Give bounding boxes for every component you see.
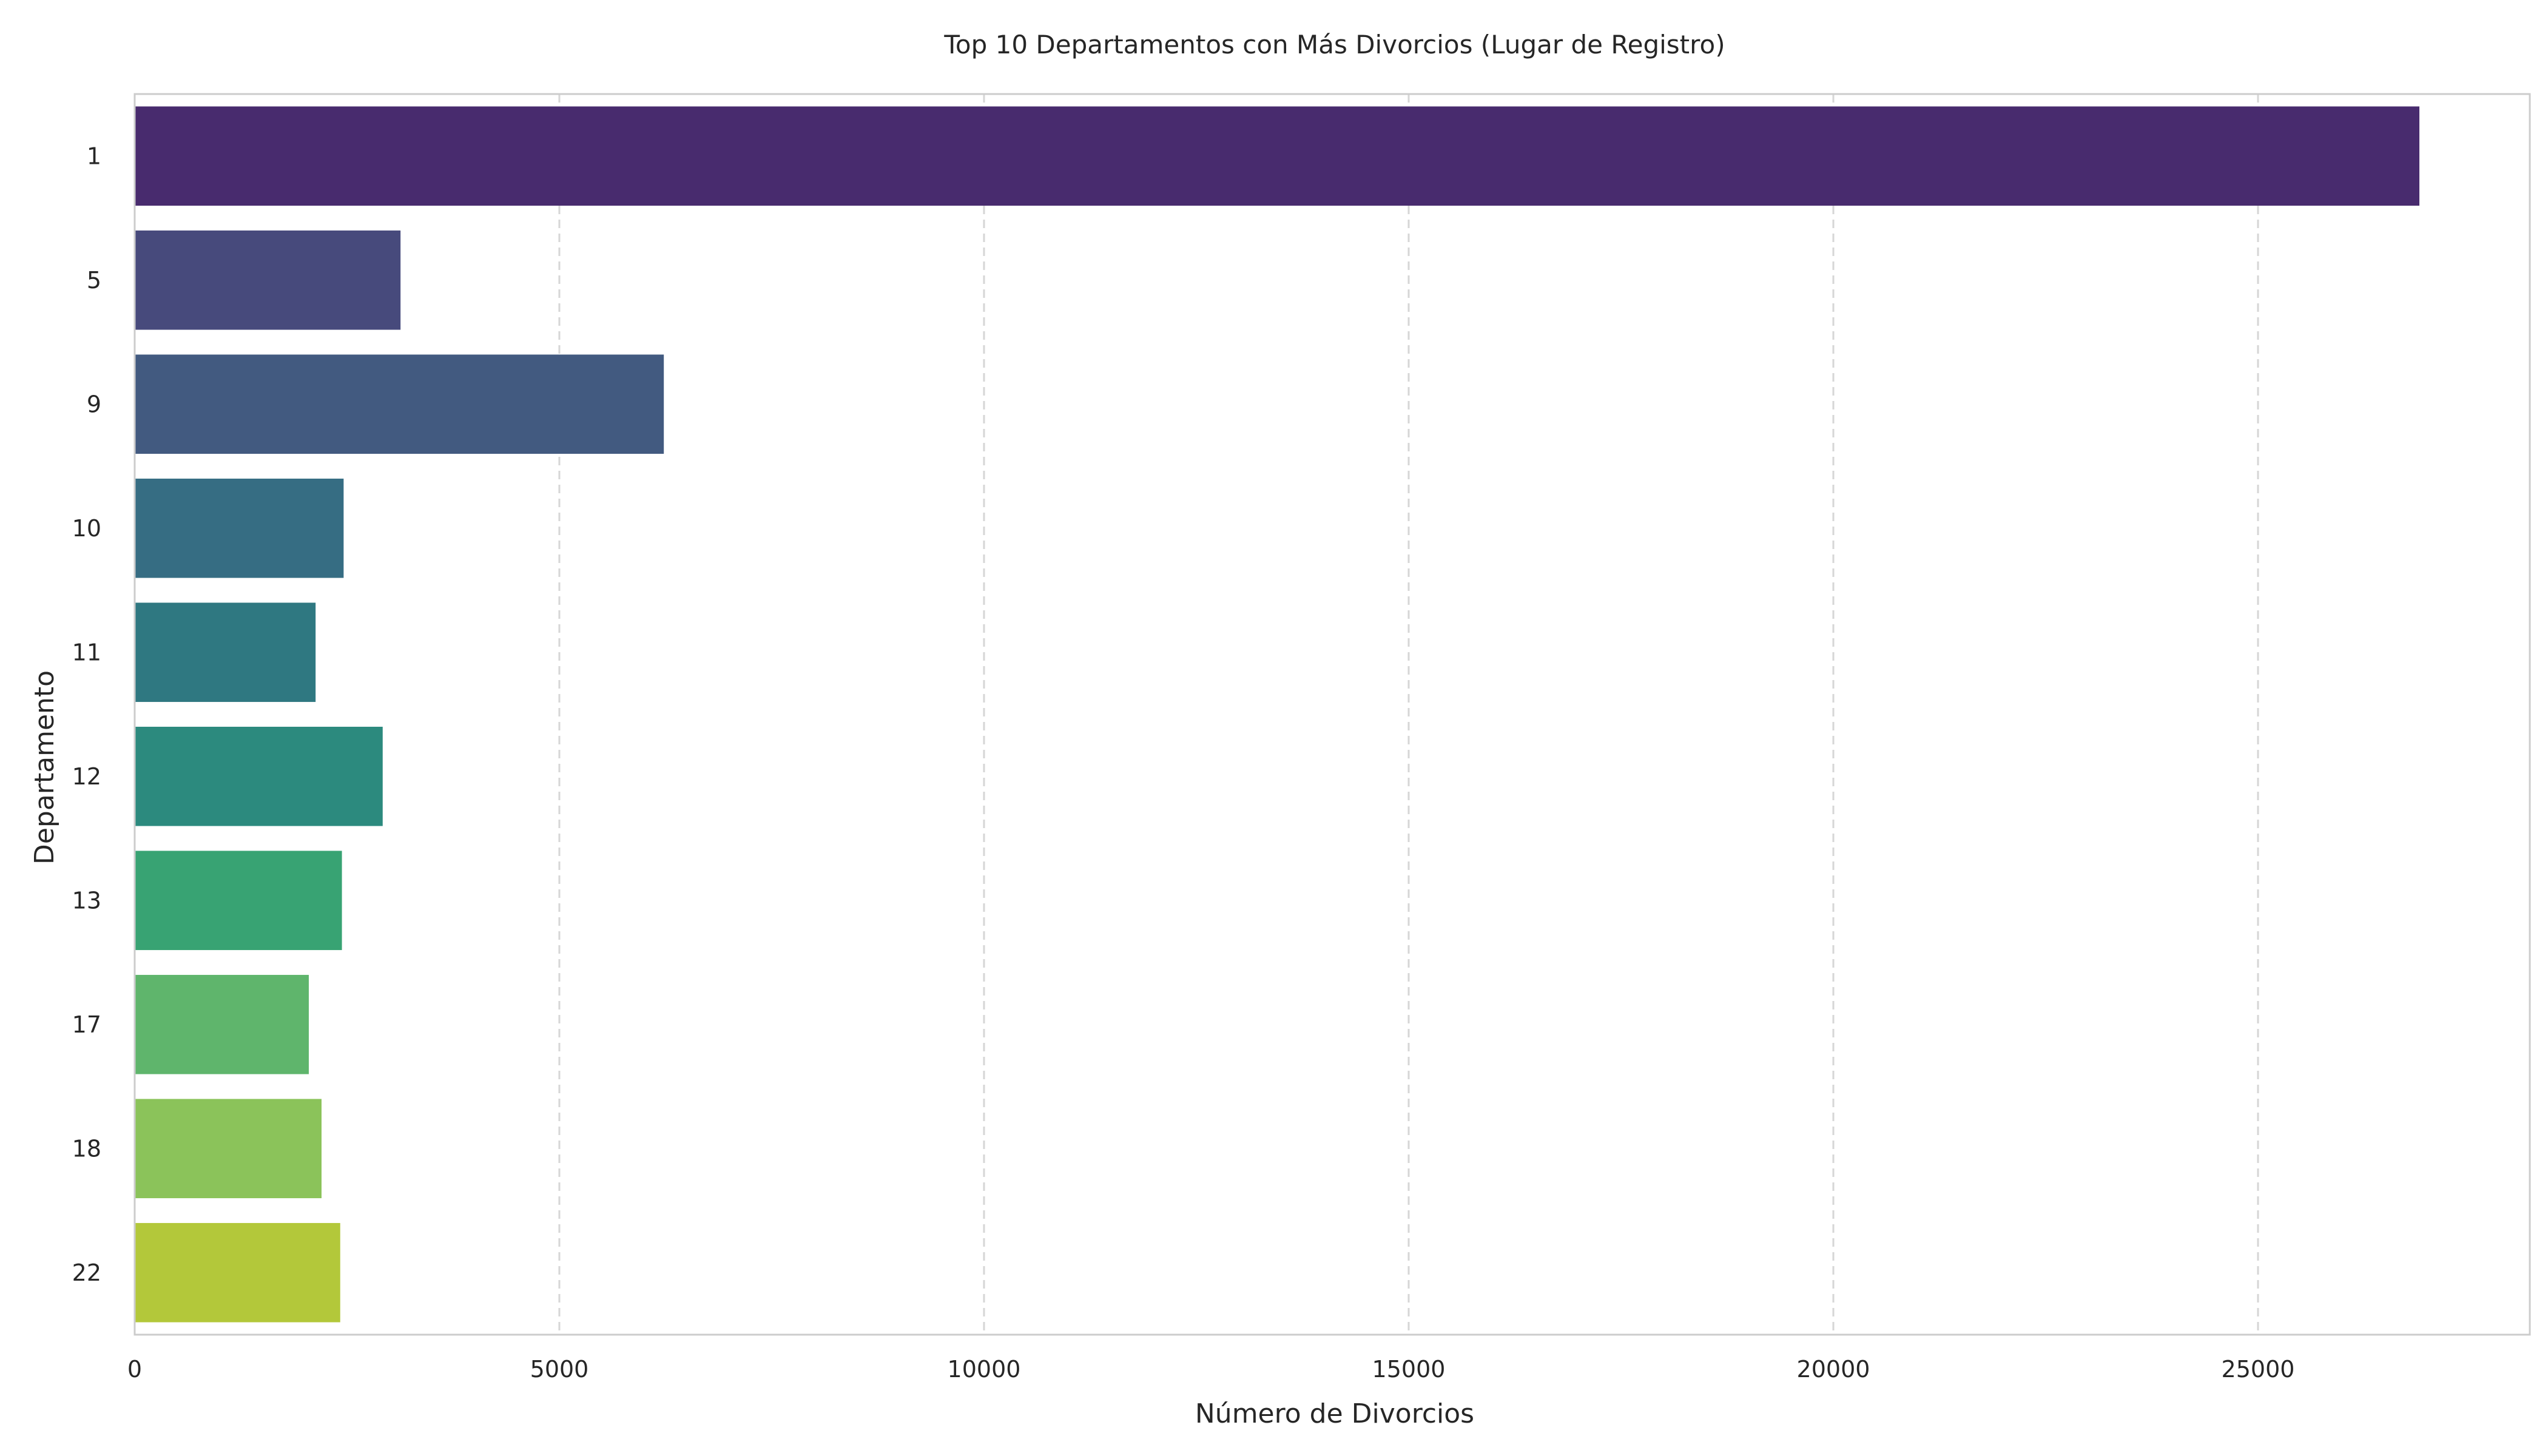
x-tick-labels: 0 5000 10000 15000 20000 25000 — [127, 1356, 2295, 1383]
chart-title: Top 10 Departamentos con Más Divorcios (… — [943, 30, 1725, 59]
y-tick-label-5: 5 — [87, 267, 101, 294]
x-tick-label-25000: 25000 — [2222, 1356, 2295, 1383]
y-tick-label-18: 18 — [72, 1135, 101, 1162]
bar-departamento-5 — [135, 230, 401, 330]
y-tick-label-17: 17 — [72, 1011, 101, 1038]
bars — [135, 106, 2419, 1323]
x-tick-label-20000: 20000 — [1797, 1356, 1870, 1383]
bar-departamento-1 — [135, 106, 2419, 206]
plot-frame — [133, 93, 2531, 1336]
y-tick-label-11: 11 — [72, 639, 101, 666]
bar-departamento-17 — [135, 974, 309, 1074]
bar-departamento-11 — [135, 602, 316, 703]
bar-departamento-12 — [135, 726, 383, 826]
y-tick-label-1: 1 — [87, 143, 101, 169]
bar-departamento-13 — [135, 851, 342, 951]
y-tick-label-10: 10 — [72, 515, 101, 542]
y-tick-label-9: 9 — [87, 391, 101, 417]
x-tick-label-15000: 15000 — [1372, 1356, 1446, 1383]
bar-departamento-10 — [135, 478, 344, 578]
bar-departamento-18 — [135, 1099, 322, 1199]
y-tick-label-13: 13 — [72, 887, 101, 914]
y-tick-label-12: 12 — [72, 763, 101, 790]
y-tick-labels: 1 5 9 10 11 12 13 17 18 22 — [72, 143, 101, 1286]
y-tick-label-22: 22 — [72, 1259, 101, 1286]
y-axis-label: Departamento — [29, 670, 60, 864]
x-tick-label-0: 0 — [127, 1356, 142, 1383]
x-tick-label-10000: 10000 — [948, 1356, 1021, 1383]
x-axis-label: Número de Divorcios — [1195, 1398, 1474, 1429]
x-tick-label-5000: 5000 — [530, 1356, 589, 1383]
bar-departamento-9 — [135, 354, 664, 454]
bar-departamento-22 — [135, 1222, 340, 1323]
grid-lines — [558, 94, 2259, 1335]
